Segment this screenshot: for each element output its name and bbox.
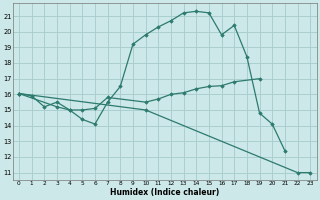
X-axis label: Humidex (Indice chaleur): Humidex (Indice chaleur) bbox=[110, 188, 219, 197]
